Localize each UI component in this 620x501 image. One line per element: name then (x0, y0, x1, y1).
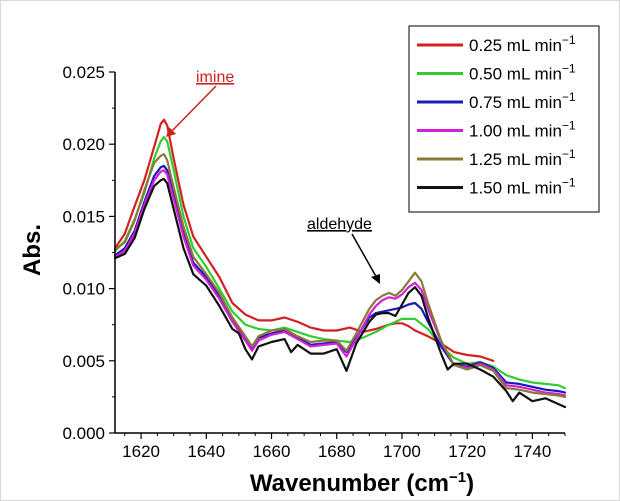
x-tick-label: 1740 (513, 442, 551, 461)
x-tick-label: 1680 (318, 442, 356, 461)
x-axis-title-main: Wavenumber (cm (250, 470, 449, 497)
y-tick-label: 0.025 (62, 63, 105, 82)
y-tick-label: 0.010 (62, 280, 105, 299)
annotation-imine-arrow (167, 85, 217, 136)
annotation-aldehyde-arrowhead (371, 274, 380, 284)
legend-label-2: 0.50 mL min−1 (469, 62, 576, 84)
x-tick-label: 1660 (253, 442, 291, 461)
series-line-1 (113, 118, 495, 362)
y-tick-label: 0.015 (62, 207, 105, 226)
x-tick-label: 1620 (122, 442, 160, 461)
legend-label-5: 1.25 mL min−1 (469, 147, 576, 169)
series-line-3 (113, 164, 567, 394)
legend-label-4: 1.00 mL min−1 (469, 119, 576, 141)
series-layer (113, 118, 567, 409)
x-axis-title-sup: −1 (449, 469, 466, 486)
x-ticks: 1620 1640 1660 1680 1700 1720 1740 (122, 433, 566, 461)
legend: 0.25 mL min−1 0.50 mL min−1 0.75 mL min−1 1… (408, 25, 600, 213)
x-axis-title: Wavenumber (cm−1) (250, 469, 474, 497)
annotations: imine aldehyde (166, 69, 380, 284)
x-axis-title-end: ) (466, 470, 474, 497)
y-tick-label: 0.020 (62, 135, 105, 154)
legend-label-3: 0.75 mL min−1 (469, 90, 576, 112)
annotation-aldehyde: aldehyde (307, 216, 372, 233)
y-tick-label: 0.000 (62, 424, 105, 443)
series-line-6 (113, 177, 567, 409)
annotation-imine-arrowhead (166, 127, 176, 137)
legend-label-1: 0.25 mL min−1 (469, 33, 576, 55)
x-tick-label: 1720 (448, 442, 486, 461)
x-tick-label: 1700 (383, 442, 421, 461)
x-tick-label: 1640 (187, 442, 225, 461)
legend-label-6: 1.50 mL min−1 (469, 176, 576, 198)
annotation-imine: imine (196, 69, 234, 86)
annotation-aldehyde-arrow (351, 233, 379, 281)
y-axis-title: Abs. (19, 224, 46, 276)
legend-box (408, 25, 600, 213)
y-tick-label: 0.005 (62, 352, 105, 371)
y-ticks: 0.000 0.005 0.010 0.015 0.020 0.025 (62, 63, 115, 443)
